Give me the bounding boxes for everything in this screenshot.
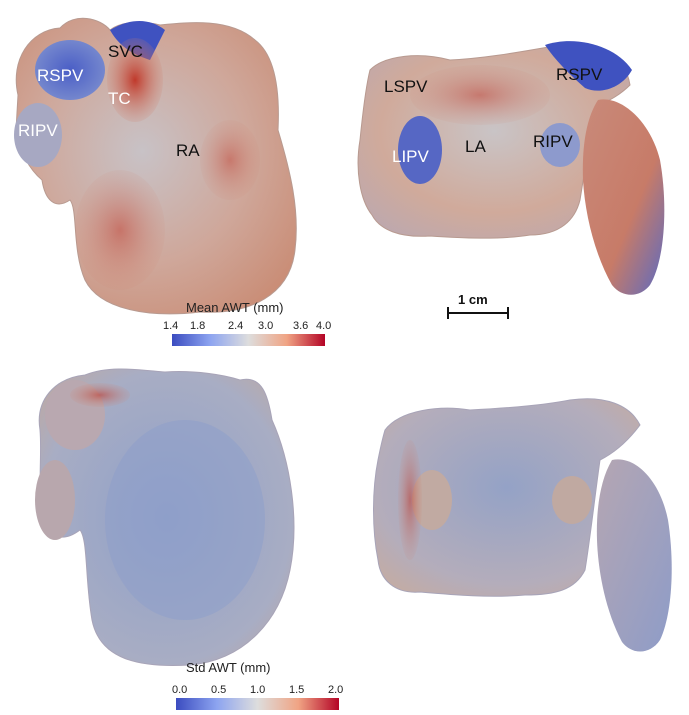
label-rspv-right: RSPV [556,65,603,84]
std-left-atrium-view [373,398,672,652]
mean-right-atrium-view [14,17,297,315]
mean-tick: 2.4 [228,320,244,332]
std-tick: 2.0 [328,684,344,696]
label-lspv: LSPV [384,77,428,96]
mean-colorbar [172,334,325,346]
std-tick: 1.5 [289,684,305,696]
mean-tick: 3.6 [293,320,309,332]
std-tick: 0.5 [211,684,227,696]
label-ra: RA [176,141,200,160]
mean-tick: 1.8 [190,320,206,332]
mean-left-atrium-view [357,41,665,295]
label-ripv-left: RIPV [18,121,58,140]
label-rspv-left: RSPV [37,66,84,85]
std-right-atrium-view [35,368,295,667]
label-lipv: LIPV [392,147,429,166]
mean-tick: 3.0 [258,320,274,332]
mean-tick: 1.4 [163,320,179,332]
std-colorbar-title: Std AWT (mm) [186,660,271,675]
std-tick: 0.0 [172,684,188,696]
scale-bar [447,307,509,319]
std-tick: 1.0 [250,684,266,696]
std-colorbar [176,698,339,710]
mean-tick: 4.0 [316,320,332,332]
label-ripv-right: RIPV [533,132,573,151]
scale-bar-label: 1 cm [458,292,488,307]
label-la: LA [465,137,486,156]
mean-colorbar-title: Mean AWT (mm) [186,300,284,315]
label-tc: TC [108,89,131,108]
label-svc: SVC [108,42,143,61]
